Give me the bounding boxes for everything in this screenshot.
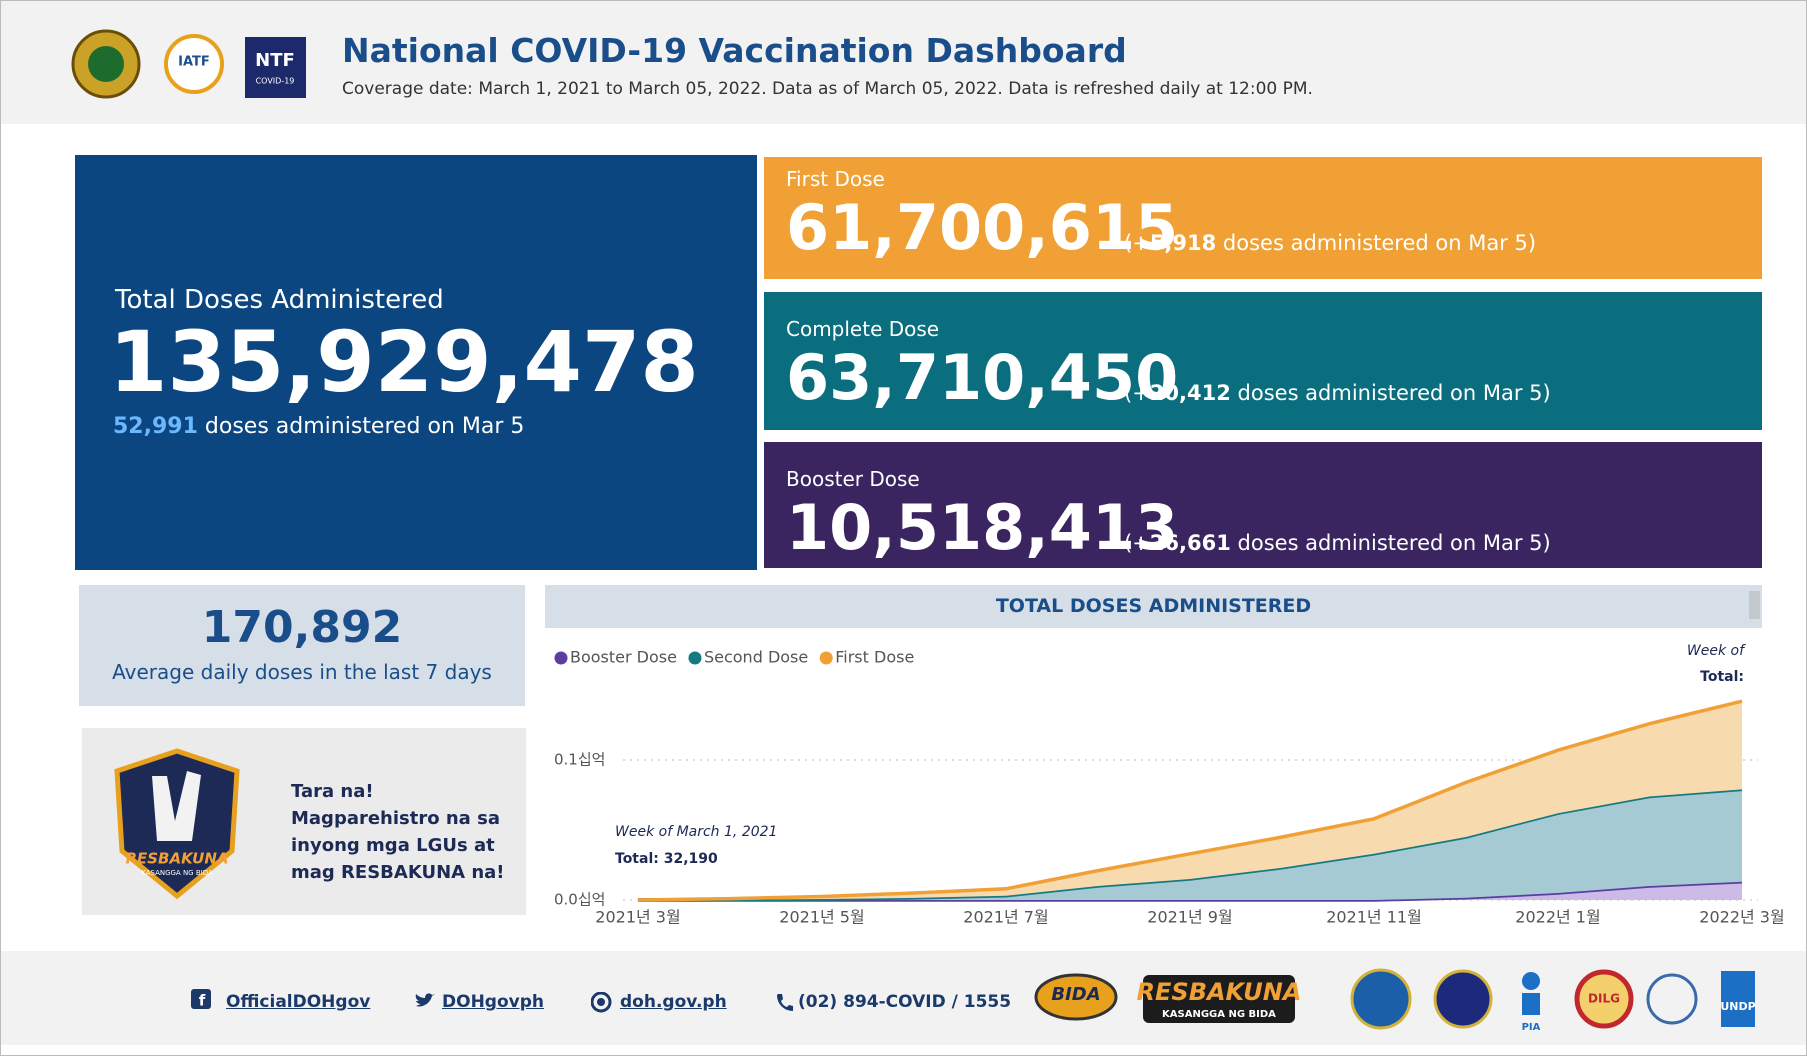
badge-hand bbox=[152, 771, 201, 841]
total-card: Total Doses Administered 135,929,478 52,… bbox=[75, 155, 757, 570]
facebook-link[interactable]: OfficialDOHgov bbox=[226, 992, 371, 1012]
chart-title: TOTAL DOSES ADMINISTERED bbox=[545, 585, 1762, 628]
dose-label: Complete Dose bbox=[786, 317, 940, 341]
increment-number: 20,412 bbox=[1149, 381, 1231, 405]
x-tick-label: 2022년 1월 bbox=[1515, 908, 1600, 927]
x-tick-label: 2021년 3월 bbox=[595, 908, 680, 927]
badge-sub: KASANGGA NG BIDA bbox=[141, 869, 213, 877]
average-value: 170,892 bbox=[201, 602, 403, 653]
iatf-logo bbox=[164, 34, 224, 94]
annotation: Week of March 1, 2021 bbox=[615, 824, 777, 840]
annotation: Total: 32,190 bbox=[615, 851, 718, 867]
area bbox=[638, 701, 1742, 900]
promo-card: RESBAKUNA KASANGGA NG BIDA Tara na! Magp… bbox=[82, 728, 526, 915]
legend-swatch bbox=[688, 651, 702, 665]
legend-label: First Dose bbox=[835, 648, 914, 667]
increment-text: doses administered on Mar 5) bbox=[1237, 531, 1551, 555]
dose-increment: (+5,918 doses administered on Mar 5) bbox=[1124, 231, 1536, 255]
dose-increment: (+26,661 doses administered on Mar 5) bbox=[1124, 531, 1551, 555]
resbakuna-sub: KASANGGA NG BIDA bbox=[1162, 1009, 1276, 1020]
legend-label: Booster Dose bbox=[570, 648, 677, 667]
footer-bar bbox=[1, 951, 1806, 1045]
svg-text:f: f bbox=[199, 992, 206, 1010]
resbakuna-text: RESBAKUNA bbox=[1137, 978, 1302, 1006]
dose-card: Booster Dose 10,518,413 (+26,661 doses adm… bbox=[762, 440, 1764, 570]
ntf-logo bbox=[245, 37, 306, 98]
increment-number: 5,918 bbox=[1149, 231, 1217, 255]
header-logos: IATF NTF COVID-19 bbox=[71, 29, 306, 99]
area-line bbox=[637, 699, 1743, 902]
increment-number: 26,661 bbox=[1149, 531, 1231, 555]
daily-number: 52,991 bbox=[113, 414, 198, 439]
dose-increment: (+20,412 doses administered on Mar 5) bbox=[1124, 381, 1551, 405]
facebook-icon: f bbox=[191, 989, 211, 1010]
bida-text: BIDA bbox=[1051, 984, 1100, 1005]
dose-card: First Dose 61,700,615 (+5,918 doses admini… bbox=[762, 155, 1764, 281]
y-tick-label: 0.0십억 bbox=[554, 891, 605, 909]
area-chart: 0.0십억 0.1십억 2021년 3월 2021년 5월 2021년 7월 2021년 … bbox=[554, 643, 1785, 927]
increment-open: (+ bbox=[1124, 381, 1150, 405]
x-tick-label: 2022년 3월 bbox=[1699, 908, 1784, 927]
average-label: Average daily doses in the last 7 days bbox=[112, 660, 492, 684]
increment-open: (+ bbox=[1124, 231, 1150, 255]
phone-number: (02) 894-COVID / 1555 bbox=[798, 992, 1012, 1012]
doh-seal-center bbox=[88, 46, 124, 82]
resbakuna-badge: RESBAKUNA KASANGGA NG BIDA bbox=[114, 748, 240, 900]
promo-message: Tara na! Magparehistro na sa inyong mga … bbox=[291, 781, 505, 883]
dose-value: 10,518,413 bbox=[786, 491, 1179, 564]
legend-swatch bbox=[819, 651, 833, 665]
undp-logo bbox=[1721, 971, 1755, 1027]
area bbox=[638, 881, 1742, 900]
iatf-text: IATF bbox=[178, 55, 210, 70]
scrollbar bbox=[1749, 591, 1760, 619]
dilg-text: DILG bbox=[1588, 992, 1620, 1006]
partner-logos: BIDA RESBAKUNA KASANGGA NG BIDA PIA DILG… bbox=[1034, 968, 1756, 1033]
total-daily: 52,991 doses administered on Mar 5 bbox=[113, 414, 524, 439]
daily-text: doses administered on Mar 5 bbox=[204, 414, 525, 439]
ntf-text: NTF bbox=[255, 50, 295, 71]
bida-logo bbox=[1034, 973, 1118, 1021]
increment-open: (+ bbox=[1124, 531, 1150, 555]
legend-swatch bbox=[554, 651, 568, 665]
twitter-icon bbox=[415, 993, 435, 1007]
twitter-link[interactable]: DOHgovph bbox=[442, 992, 544, 1012]
x-tick-label: 2021년 9월 bbox=[1147, 908, 1232, 927]
dose-card: Complete Dose 63,710,450 (+20,412 doses ad… bbox=[762, 290, 1764, 432]
undp-text: UNDP bbox=[1720, 1000, 1755, 1013]
page-subtitle: Coverage date: March 1, 2021 to March 05… bbox=[342, 79, 1313, 99]
total-label: Total Doses Administered bbox=[115, 285, 444, 315]
dose-label: Booster Dose bbox=[786, 467, 920, 491]
page-title: National COVID-19 Vaccination Dashboard bbox=[342, 31, 1127, 70]
increment-text: doses administered on Mar 5) bbox=[1222, 231, 1537, 255]
dilg-seal-blue bbox=[1433, 969, 1493, 1029]
annotation: Week of bbox=[1687, 643, 1746, 659]
legend-label: Second Dose bbox=[704, 648, 808, 667]
annotation: Total: bbox=[1700, 669, 1744, 685]
y-tick-label: 0.1십억 bbox=[554, 751, 605, 769]
pcoo-seal bbox=[1350, 968, 1412, 1030]
dose-value: 63,710,450 bbox=[786, 341, 1179, 414]
average-card: 170,892 Average daily doses in the last … bbox=[79, 585, 525, 706]
pia-logo bbox=[1522, 972, 1540, 990]
website-link[interactable]: doh.gov.ph bbox=[620, 992, 727, 1012]
ntf-sub: COVID-19 bbox=[256, 77, 295, 86]
total-value: 135,929,478 bbox=[109, 313, 699, 411]
x-tick-label: 2021년 11월 bbox=[1326, 908, 1422, 927]
increment-text: doses administered on Mar 5) bbox=[1237, 381, 1551, 405]
pia-body bbox=[1522, 993, 1540, 1015]
phone-icon bbox=[777, 994, 793, 1011]
anniversary-logo bbox=[1646, 973, 1698, 1025]
web-icon bbox=[591, 992, 612, 1013]
area bbox=[638, 789, 1742, 900]
badge-text: RESBAKUNA bbox=[125, 850, 228, 868]
x-tick-label: 2021년 7월 bbox=[963, 908, 1048, 927]
dose-value: 61,700,615 bbox=[786, 191, 1179, 264]
dilg-logo bbox=[1574, 969, 1634, 1029]
pia-text: PIA bbox=[1522, 1022, 1541, 1033]
dose-label: First Dose bbox=[786, 167, 885, 191]
x-tick-label: 2021년 5월 bbox=[779, 908, 864, 927]
resbakuna-logo bbox=[1143, 975, 1295, 1023]
